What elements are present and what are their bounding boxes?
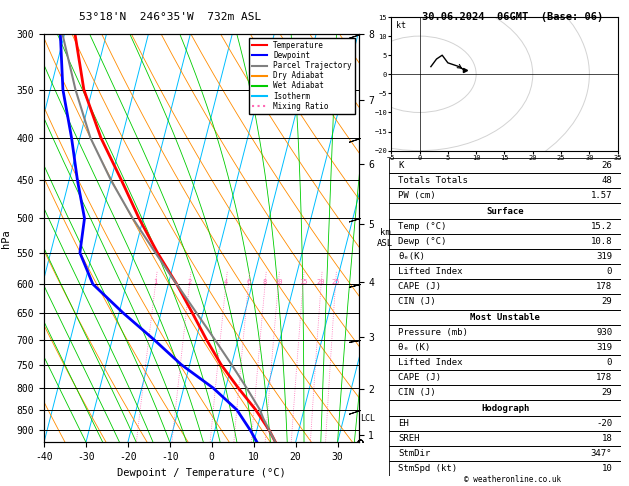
Text: 930: 930 — [596, 328, 612, 337]
Bar — [389, 219, 621, 234]
Text: 10: 10 — [274, 279, 282, 285]
Text: 1: 1 — [153, 279, 157, 285]
Text: 319: 319 — [596, 343, 612, 352]
Bar — [389, 431, 621, 446]
Text: SREH: SREH — [398, 434, 420, 443]
Bar — [389, 295, 621, 310]
Text: 30.06.2024  06GMT  (Base: 06): 30.06.2024 06GMT (Base: 06) — [422, 12, 603, 22]
Text: CIN (J): CIN (J) — [398, 297, 436, 307]
Bar — [389, 461, 621, 476]
Text: StmSpd (kt): StmSpd (kt) — [398, 464, 457, 473]
Y-axis label: km
ASL: km ASL — [377, 228, 393, 248]
Bar — [389, 234, 621, 249]
Text: © weatheronline.co.uk: © weatheronline.co.uk — [464, 474, 561, 484]
Text: PW (cm): PW (cm) — [398, 191, 436, 200]
Text: CAPE (J): CAPE (J) — [398, 373, 441, 382]
Y-axis label: hPa: hPa — [1, 229, 11, 247]
Text: 15.2: 15.2 — [591, 222, 612, 231]
Bar — [389, 400, 621, 416]
Text: 319: 319 — [596, 252, 612, 261]
Bar — [389, 279, 621, 295]
Bar — [389, 173, 621, 188]
Text: 25: 25 — [331, 279, 340, 285]
Bar — [389, 264, 621, 279]
Text: 10: 10 — [601, 464, 612, 473]
Text: Pressure (mb): Pressure (mb) — [398, 328, 468, 337]
Text: CAPE (J): CAPE (J) — [398, 282, 441, 291]
Text: 29: 29 — [601, 388, 612, 398]
Text: 1.57: 1.57 — [591, 191, 612, 200]
Legend: Temperature, Dewpoint, Parcel Trajectory, Dry Adiabat, Wet Adiabat, Isotherm, Mi: Temperature, Dewpoint, Parcel Trajectory… — [248, 38, 355, 114]
Bar — [389, 325, 621, 340]
Text: Hodograph: Hodograph — [481, 403, 529, 413]
Bar — [389, 204, 621, 219]
Bar — [389, 446, 621, 461]
Text: CIN (J): CIN (J) — [398, 388, 436, 398]
Text: 178: 178 — [596, 373, 612, 382]
Bar — [389, 370, 621, 385]
Bar — [389, 385, 621, 400]
Text: 18: 18 — [601, 434, 612, 443]
Text: Totals Totals: Totals Totals — [398, 176, 468, 185]
Text: 26: 26 — [601, 161, 612, 170]
Text: Lifted Index: Lifted Index — [398, 358, 462, 367]
Text: 15: 15 — [299, 279, 307, 285]
Text: 0: 0 — [607, 267, 612, 276]
Text: 0: 0 — [607, 358, 612, 367]
Text: Dewp (°C): Dewp (°C) — [398, 237, 447, 246]
Bar — [389, 249, 621, 264]
Text: 48: 48 — [601, 176, 612, 185]
Text: 2: 2 — [187, 279, 191, 285]
Text: 4: 4 — [224, 279, 228, 285]
Text: θₑ(K): θₑ(K) — [398, 252, 425, 261]
Bar — [389, 158, 621, 173]
Bar — [389, 416, 621, 431]
Text: 20: 20 — [317, 279, 325, 285]
Text: 6: 6 — [247, 279, 250, 285]
Text: StmDir: StmDir — [398, 449, 430, 458]
Text: Lifted Index: Lifted Index — [398, 267, 462, 276]
Text: θₑ (K): θₑ (K) — [398, 343, 430, 352]
Text: -20: -20 — [596, 419, 612, 428]
Bar — [389, 340, 621, 355]
Bar — [389, 355, 621, 370]
Text: 10.8: 10.8 — [591, 237, 612, 246]
Text: 29: 29 — [601, 297, 612, 307]
X-axis label: Dewpoint / Temperature (°C): Dewpoint / Temperature (°C) — [117, 468, 286, 478]
Bar — [389, 310, 621, 325]
Text: 53°18'N  246°35'W  732m ASL: 53°18'N 246°35'W 732m ASL — [79, 12, 261, 22]
Text: Temp (°C): Temp (°C) — [398, 222, 447, 231]
Text: Surface: Surface — [486, 207, 524, 215]
Bar — [389, 188, 621, 204]
Text: kt: kt — [396, 21, 406, 30]
Text: EH: EH — [398, 419, 409, 428]
Text: LCL: LCL — [360, 414, 375, 423]
Text: K: K — [398, 161, 403, 170]
Text: 347°: 347° — [591, 449, 612, 458]
Text: 178: 178 — [596, 282, 612, 291]
Text: 8: 8 — [263, 279, 267, 285]
Text: Most Unstable: Most Unstable — [470, 312, 540, 322]
